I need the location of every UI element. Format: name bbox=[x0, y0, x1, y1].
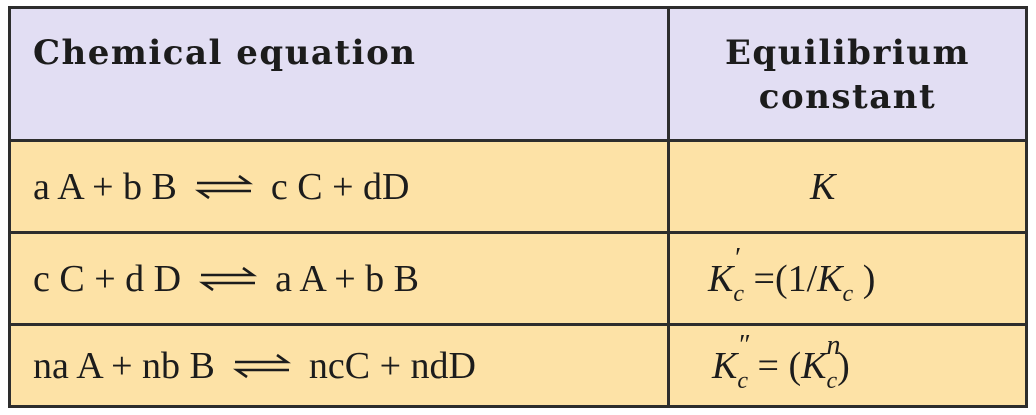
header-cell-equation: Chemical equation bbox=[11, 9, 670, 139]
k-prime: ′ bbox=[733, 242, 740, 274]
table-row: c C + d D a A + b B K ′ c =(1/Kc ) bbox=[11, 231, 1025, 323]
equation-cell: c C + d D a A + b B bbox=[11, 234, 670, 323]
equilibrium-arrow-icon bbox=[232, 353, 291, 378]
k-rhs-symbol: K bbox=[817, 257, 843, 300]
equation-right-side: ncC + ndD bbox=[308, 344, 476, 387]
k-double-prime: ″ bbox=[737, 329, 750, 361]
k-subscript: c bbox=[733, 280, 745, 307]
equilibrium-arrow-icon bbox=[194, 174, 253, 199]
k-rhs-symbol: K bbox=[801, 344, 827, 387]
equation-left-side: c C + d D bbox=[33, 257, 182, 300]
constant-cell: K ″ c = (K n c) bbox=[670, 326, 1025, 405]
k-subscript: c bbox=[737, 367, 749, 394]
equation-left-side: na A + nb B bbox=[33, 344, 215, 387]
equation-cell: na A + nb B ncC + ndD bbox=[11, 326, 670, 405]
k-rhs-exponent: n bbox=[826, 329, 841, 361]
equilibrium-constant: K ′ c =(1/Kc ) bbox=[708, 243, 876, 307]
table-row: a A + b B c C + dD K bbox=[11, 139, 1025, 231]
header-cell-constant: Equilibrium constant bbox=[670, 9, 1025, 139]
header-constant-line2: constant bbox=[758, 77, 937, 117]
k-rhs-subscript: c bbox=[826, 367, 838, 394]
k-symbol: K bbox=[712, 344, 738, 387]
k-rhs-close: ) bbox=[853, 257, 876, 300]
equilibrium-arrow-icon bbox=[199, 266, 258, 291]
header-constant-line1: Equilibrium bbox=[725, 33, 970, 73]
constant-cell: K ′ c =(1/Kc ) bbox=[670, 234, 1025, 323]
table-row: na A + nb B ncC + ndD K ″ c = (K n c) bbox=[11, 323, 1025, 405]
k-rhs-open: = ( bbox=[748, 344, 802, 387]
k-rhs-close: ) bbox=[837, 344, 850, 387]
equilibrium-constant: K ″ c = (K n c) bbox=[712, 330, 850, 394]
table-header-row: Chemical equation Equilibrium constant bbox=[11, 9, 1025, 139]
k-rhs-subscript: c bbox=[842, 280, 854, 307]
constant-cell: K bbox=[670, 142, 1025, 231]
equation-right-side: c C + dD bbox=[270, 165, 410, 208]
k-symbol: K bbox=[708, 257, 734, 300]
equation-left-side: a A + b B bbox=[33, 165, 177, 208]
equation-right-side: a A + b B bbox=[275, 257, 419, 300]
equilibrium-table: Chemical equation Equilibrium constant a… bbox=[8, 6, 1028, 408]
chemical-equation: c C + d D a A + b B bbox=[33, 257, 419, 301]
header-equilibrium-constant: Equilibrium constant bbox=[670, 31, 1025, 119]
chemical-equation: a A + b B c C + dD bbox=[33, 165, 410, 209]
k-rhs-open: =(1/ bbox=[744, 257, 818, 300]
equilibrium-constant: K bbox=[810, 165, 836, 208]
header-chemical-equation: Chemical equation bbox=[33, 33, 417, 73]
equation-cell: a A + b B c C + dD bbox=[11, 142, 670, 231]
chemical-equation: na A + nb B ncC + ndD bbox=[33, 344, 476, 388]
